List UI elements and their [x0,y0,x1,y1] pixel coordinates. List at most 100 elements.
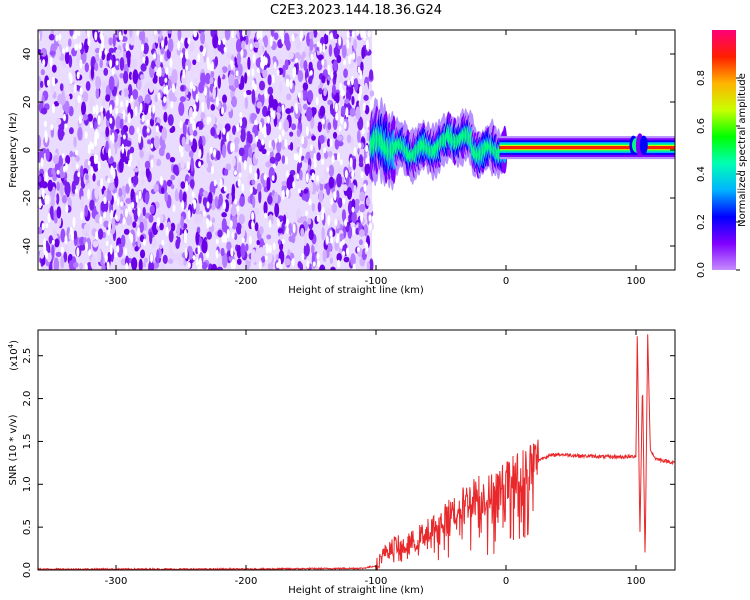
heatmap-cell [329,138,333,148]
heatmap-cell [94,61,99,72]
heatmap-cell [231,258,235,266]
heatmap-cell [327,215,331,226]
heatmap-cell [262,68,268,79]
heatmap-cell [51,103,55,114]
heatmap-cell [217,229,223,238]
heatmap-cell [330,266,336,270]
colorbar-gradient [712,30,736,270]
heatmap-cell [138,190,142,200]
heatmap-cell [268,140,272,149]
heatmap-cell [245,35,249,45]
heatmap-cell [40,107,48,115]
heatmap-cell [144,191,149,205]
y-tick-label: 1.5 [22,433,33,449]
heatmap-cell [125,262,129,270]
heatmap-cell [255,135,259,143]
heatmap-cell [50,196,55,209]
heatmap-cell [276,105,282,114]
heatmap-cell [254,146,259,160]
heatmap-cell [281,155,286,164]
heatmap-cell [237,63,243,77]
heatmap-cell [230,247,234,256]
heatmap-cell [223,232,227,244]
heatmap-cell [222,127,226,135]
heatmap-cell [131,257,138,270]
heatmap-cell [104,253,108,263]
heatmap-cell [165,84,169,96]
heatmap-cell [328,164,335,177]
snr-y-ticks: 0.0 0.5 1.0 1.5 2.0 2.5 [22,348,675,578]
heatmap-cell [119,118,124,130]
heatmap-cell [238,213,245,225]
heatmap-cell [268,219,272,229]
heatmap-cell [309,70,313,76]
heatmap-cell [192,255,196,261]
heatmap-cell [79,262,84,270]
heatmap-cell [314,121,319,128]
heatmap-cell [249,186,253,194]
heatmap-cell [179,189,183,203]
heatmap-cell [359,69,363,80]
heatmap-cell [168,229,174,243]
heatmap-cell [38,135,41,150]
heatmap-cell [251,211,255,221]
heatmap-cell [114,175,119,188]
heatmap-cell [322,43,326,53]
heatmap-cell [142,238,146,247]
heatmap-cell [238,172,242,178]
heatmap-cell [144,160,151,169]
heatmap-cell [276,262,280,269]
snr-y-label: SNR (10 * v/v) [8,414,19,485]
heatmap-cell [184,247,188,259]
snr-x-ticks: -300 -200 -100 0 100 [105,330,646,587]
snr-frame [37,329,676,571]
heatmap-cell [297,160,303,169]
heatmap-cell [318,87,323,95]
heatmap-cell [316,41,320,48]
heatmap-cell [129,146,135,154]
heatmap-cell [286,176,292,191]
heatmap-cell [297,70,304,83]
heatmap-cell [38,262,41,270]
heatmap-cell [182,191,187,203]
heatmap-cell [242,30,246,38]
heatmap-cell [367,30,371,38]
heatmap-cell [109,59,113,69]
heatmap-cell [51,64,57,73]
heatmap-cell [129,153,133,163]
heatmap-cell [299,54,305,69]
heatmap-cell [339,82,343,91]
heatmap-cell [133,207,139,223]
heatmap-cell [343,184,348,192]
spectrogram-x-ticks: -300 -200 -100 0 100 [105,30,646,287]
heatmap-cell [213,148,217,158]
heatmap-cell [278,134,282,143]
heatmap-signal-band [369,96,675,191]
heatmap-cell [92,105,96,115]
heatmap-cell [228,73,235,86]
heatmap-cell [164,77,168,83]
heatmap-cell [95,87,100,100]
heatmap-cell [266,234,272,240]
heatmap-cell [153,52,157,60]
heatmap-cell [127,112,131,124]
heatmap-cell [116,197,120,206]
heatmap-cell [281,180,288,186]
heatmap-cell [283,119,290,132]
heatmap-cell [54,238,60,248]
heatmap-cell [333,60,338,72]
heatmap-cell [264,88,268,100]
heatmap-cell [208,191,213,205]
spectrogram-y-ticks: -40 -20 0 20 40 [22,48,675,254]
heatmap-cell [49,50,56,56]
heatmap-cell [251,179,256,186]
heatmap-cell [240,225,246,238]
heatmap-cell [365,243,369,252]
heatmap-cell [88,249,92,256]
heatmap-cell [186,161,190,171]
heatmap-cell [334,218,338,227]
heatmap-cell [265,122,272,136]
heatmap-cell [200,31,206,45]
heatmap-cell [342,90,346,97]
